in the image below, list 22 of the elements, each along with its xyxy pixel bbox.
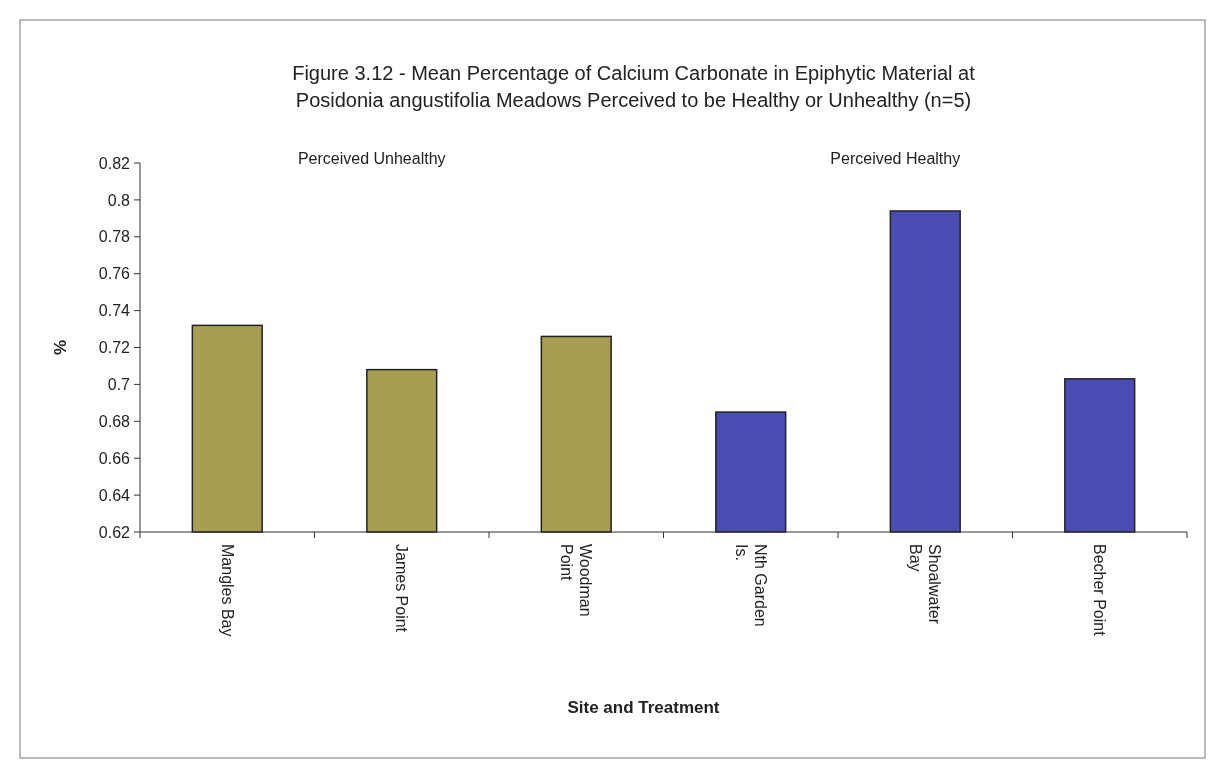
y-tick-label: 0.74 <box>98 302 131 320</box>
x-tick-label: Mangles Bay <box>218 544 236 637</box>
x-tick-label: Woodman Point <box>558 544 595 617</box>
x-tick-label: Shoalwater Bay <box>907 544 944 625</box>
y-tick-label: 0.82 <box>98 154 131 172</box>
y-axis-title: % <box>51 339 70 356</box>
y-tick-label: 0.62 <box>98 523 131 541</box>
y-tick-label: 0.8 <box>107 191 131 209</box>
chart-title: Figure 3.12 - Mean Percentage of Calcium Carbonate in Epiphytic Material at Posidonia angustifolia Meadows Perceived to be Healthy or Unhealthy (n=5) <box>292 62 976 111</box>
x-tick-label: Becher Point <box>1091 544 1109 637</box>
annotation: Perceived Unhealthy <box>297 150 446 167</box>
x-tick-label: Nth Garden Is. <box>732 544 769 627</box>
y-tick-label: 0.72 <box>98 339 131 357</box>
y-tick-label: 0.68 <box>98 412 131 430</box>
x-tick-label: James Point <box>393 544 411 633</box>
annotation: Perceived Healthy <box>830 150 961 167</box>
y-tick-label: 0.66 <box>98 449 131 467</box>
y-tick-label: 0.76 <box>98 265 131 283</box>
y-tick-label: 0.7 <box>107 376 131 393</box>
y-tick-label: 0.64 <box>98 486 131 504</box>
x-axis-title: Site and Treatment <box>567 698 720 717</box>
y-tick-label: 0.78 <box>98 228 131 246</box>
